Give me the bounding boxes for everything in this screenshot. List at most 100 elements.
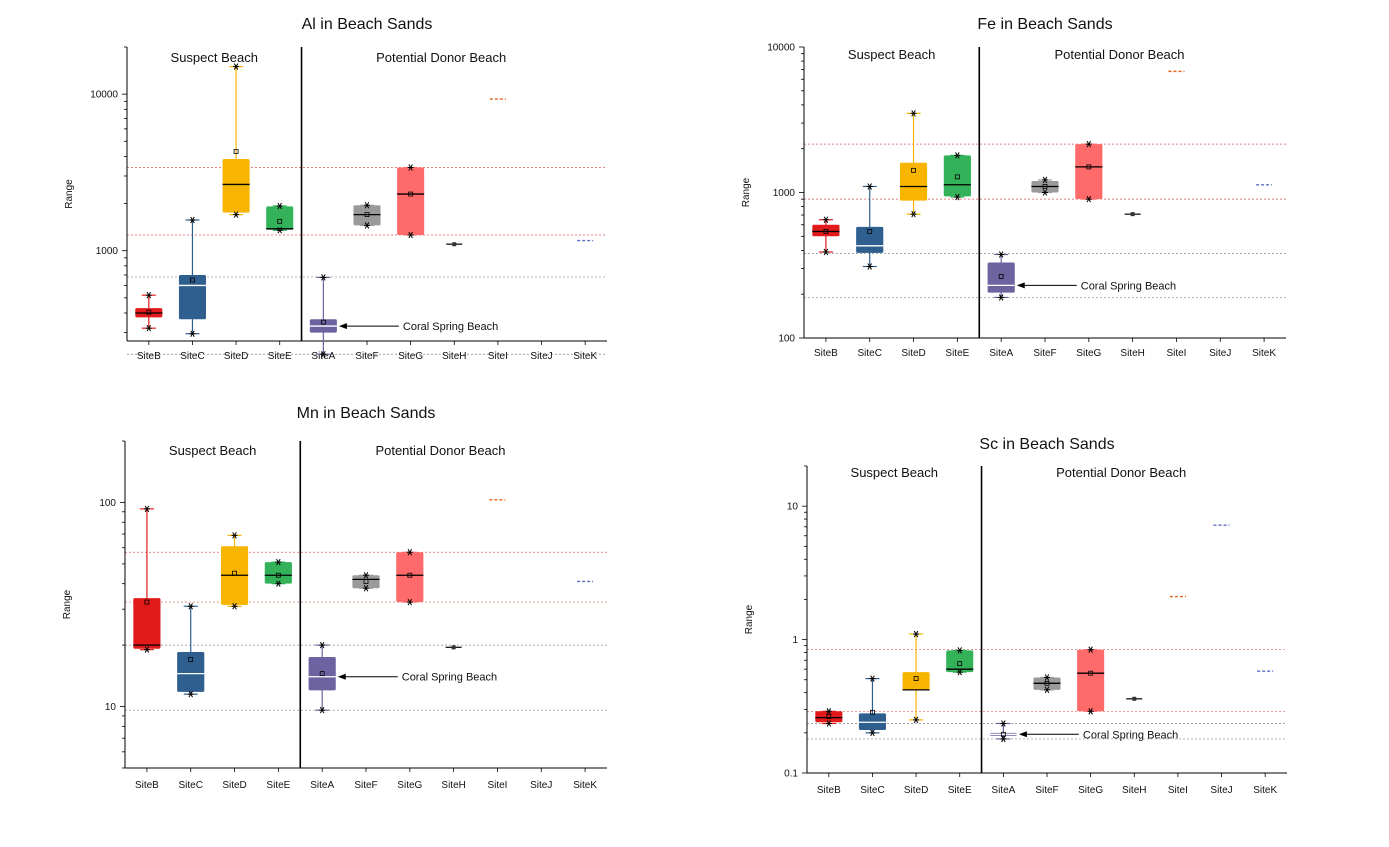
min-marker: [910, 210, 917, 218]
y-axis-label: Range: [741, 177, 752, 207]
mean-marker: [407, 572, 413, 578]
x-tick-label: SiteA: [310, 780, 334, 791]
mean-marker: [998, 274, 1004, 279]
x-tick-label: SiteI: [488, 351, 508, 362]
x-tick-label: SiteG: [397, 780, 422, 791]
iqr-box: [856, 226, 884, 253]
x-tick-label: SiteK: [573, 780, 597, 791]
box-SiteD: [220, 532, 249, 610]
min-marker: [145, 324, 152, 332]
x-tick-label: SiteA: [991, 785, 1015, 796]
min-marker: [189, 330, 196, 337]
box-SiteB: [135, 291, 163, 332]
box-SiteC: [178, 216, 206, 337]
max-marker: [869, 675, 876, 682]
box-SiteG: [397, 164, 425, 239]
iqr-box: [352, 575, 380, 589]
max-marker: [1042, 176, 1048, 184]
x-tick-label: SiteJ: [530, 351, 552, 362]
chart-title: Sc in Beach Sands: [979, 436, 1114, 453]
box-SiteB: [133, 505, 161, 653]
x-tick-label: SiteE: [268, 351, 292, 362]
iqr-box: [177, 652, 205, 692]
max-marker: [143, 505, 150, 513]
min-marker: [825, 720, 832, 727]
min-marker: [187, 690, 194, 698]
mean-marker: [1130, 212, 1135, 217]
iqr-box: [899, 162, 928, 201]
group-label-suspect: Suspect Beach: [169, 443, 256, 458]
box-SiteE: [266, 202, 294, 234]
y-tick-label: 100: [99, 498, 116, 509]
y-tick-label: 1: [792, 635, 798, 646]
min-marker: [276, 227, 283, 234]
mean-marker: [451, 645, 456, 650]
max-marker: [998, 251, 1005, 258]
max-marker: [1000, 720, 1007, 727]
mean-marker: [954, 174, 960, 180]
max-marker: [866, 183, 873, 190]
max-marker: [1085, 140, 1092, 148]
x-tick-label: SiteD: [901, 348, 925, 359]
x-tick-label: SiteB: [137, 351, 161, 362]
box-SiteF: [1033, 674, 1061, 694]
y-tick-label: 0.1: [784, 769, 798, 780]
x-tick-label: SiteA: [989, 348, 1013, 359]
box-SiteA: [309, 274, 337, 358]
mean-marker: [1000, 731, 1006, 737]
annotation-label: Coral Spring Beach: [403, 321, 498, 333]
group-label-suspect: Suspect Beach: [848, 47, 935, 62]
min-marker: [1044, 686, 1050, 694]
mean-marker: [275, 572, 281, 578]
max-marker: [275, 558, 282, 566]
box-SiteG: [396, 549, 424, 606]
x-tick-label: SiteK: [1252, 348, 1276, 359]
x-tick-label: SiteH: [1122, 785, 1146, 796]
iqr-box: [1075, 144, 1103, 200]
box-SiteF: [1031, 176, 1059, 196]
group-label-donor: Potential Donor Beach: [376, 50, 506, 65]
chart-title: Al in Beach Sands: [302, 16, 433, 33]
mean-marker: [1086, 164, 1092, 170]
chart-panel-1: Al in Beach Sands Range 1000 10000 SiteB Site…: [64, 16, 607, 362]
box-SiteE: [943, 152, 971, 201]
x-tick-label: SiteH: [442, 351, 466, 362]
x-tick-label: SiteF: [354, 780, 377, 791]
max-marker: [319, 641, 326, 649]
x-tick-label: SiteD: [904, 785, 928, 796]
box-SiteH: [446, 242, 463, 247]
y-axis-label: Range: [744, 604, 755, 634]
min-marker: [913, 716, 920, 724]
x-tick-label: SiteE: [266, 780, 290, 791]
min-marker: [275, 580, 282, 587]
mean-marker: [232, 570, 237, 576]
group-label-donor: Potential Donor Beach: [1056, 465, 1186, 480]
y-tick-label: 1000: [773, 188, 796, 199]
min-marker: [143, 646, 150, 653]
box-SiteC: [856, 183, 884, 270]
group-label-donor: Potential Donor Beach: [1054, 47, 1184, 62]
min-marker: [231, 603, 238, 610]
x-tick-label: SiteF: [1035, 785, 1058, 796]
box-SiteH: [445, 645, 462, 650]
max-marker: [954, 152, 961, 159]
iqr-box: [353, 205, 381, 226]
box-SiteE: [264, 558, 292, 587]
x-tick-label: SiteI: [487, 780, 507, 791]
x-tick-label: SiteG: [1076, 348, 1101, 359]
annotation-arrow-head: [1018, 731, 1027, 738]
mean-marker: [1042, 184, 1048, 189]
x-tick-label: SiteF: [355, 351, 378, 362]
max-marker: [407, 164, 414, 171]
mean-marker: [408, 191, 414, 197]
group-label-donor: Potential Donor Beach: [375, 443, 505, 458]
x-tick-label: SiteK: [1253, 785, 1277, 796]
box-SiteA: [308, 641, 336, 714]
max-marker: [233, 63, 240, 70]
y-tick-label: 1000: [96, 246, 119, 257]
y-tick-label: 10: [105, 702, 117, 713]
y-tick-label: 10000: [90, 90, 118, 101]
chart-panel-3: Mn in Beach Sands Range 10 100 SiteB SiteC Sit…: [62, 405, 607, 791]
x-tick-label: SiteC: [860, 785, 884, 796]
